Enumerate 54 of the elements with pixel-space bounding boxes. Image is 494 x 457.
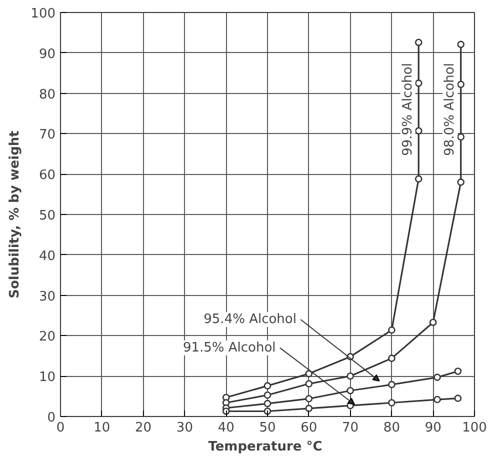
point bbox=[414, 175, 422, 183]
point bbox=[264, 400, 272, 408]
x-axis-title: Temperature °C bbox=[208, 440, 322, 454]
point bbox=[414, 38, 422, 46]
y-tick-label: 100 bbox=[30, 6, 56, 22]
point bbox=[457, 80, 464, 88]
x-tick-label: 30 bbox=[176, 420, 193, 436]
y-tick-label: 20 bbox=[38, 330, 56, 345]
point bbox=[388, 380, 396, 388]
point bbox=[454, 394, 462, 402]
point bbox=[457, 178, 464, 186]
point bbox=[434, 396, 441, 404]
y-tick-label: 60 bbox=[38, 168, 56, 184]
point bbox=[305, 395, 313, 402]
x-tick-label: 40 bbox=[218, 420, 234, 436]
text: 99.9% Alcohol bbox=[400, 63, 416, 156]
text: 98.0% Alcohol bbox=[442, 63, 458, 156]
x-tick-label: 100 bbox=[462, 420, 487, 436]
point bbox=[434, 374, 441, 381]
text: 91.5% Alcohol bbox=[182, 340, 276, 356]
point bbox=[388, 326, 396, 334]
point bbox=[305, 404, 313, 412]
y-tick-label: 80 bbox=[38, 87, 56, 102]
y-tick-label: 10 bbox=[38, 370, 56, 386]
point bbox=[429, 318, 437, 326]
point bbox=[454, 368, 462, 375]
point bbox=[388, 399, 396, 406]
point bbox=[457, 40, 464, 48]
y-tick-label: 30 bbox=[38, 289, 56, 304]
point bbox=[305, 380, 313, 388]
x-tick-label: 60 bbox=[300, 420, 318, 436]
y-tick-label: 70 bbox=[38, 128, 56, 143]
x-tick-label: 50 bbox=[259, 420, 276, 436]
y-tick-label: 0 bbox=[47, 410, 56, 426]
point bbox=[264, 382, 272, 390]
point bbox=[305, 370, 313, 378]
point bbox=[388, 354, 396, 362]
y-tick-label: 40 bbox=[38, 248, 56, 264]
point bbox=[346, 372, 354, 380]
point bbox=[264, 408, 272, 415]
x-tick-label: 10 bbox=[94, 420, 110, 436]
x-tick-label: 70 bbox=[342, 420, 359, 436]
point bbox=[414, 127, 422, 135]
point bbox=[457, 133, 464, 141]
y-tick-label: 90 bbox=[38, 46, 56, 62]
point bbox=[346, 387, 354, 394]
point bbox=[414, 80, 422, 87]
y-axis-title: Solubility, % by weight bbox=[8, 130, 23, 298]
x-tick-label: 80 bbox=[383, 420, 400, 436]
x-tick-label: 20 bbox=[135, 420, 152, 436]
y-tick-label: 50 bbox=[38, 208, 56, 224]
x-tick-label: 90 bbox=[424, 420, 442, 436]
text: 95.4% Alcohol bbox=[204, 312, 296, 328]
point bbox=[264, 391, 272, 399]
